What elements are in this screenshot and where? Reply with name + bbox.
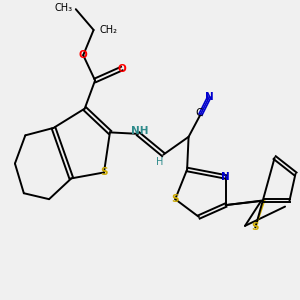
Text: N: N <box>221 172 230 182</box>
Text: N: N <box>205 92 214 102</box>
Text: H: H <box>156 157 164 167</box>
Text: S: S <box>172 194 179 204</box>
Text: CH₂: CH₂ <box>100 25 118 35</box>
Text: O: O <box>79 50 88 60</box>
Text: CH₃: CH₃ <box>55 3 73 13</box>
Text: S: S <box>100 167 108 178</box>
Text: O: O <box>117 64 126 74</box>
Text: S: S <box>252 222 259 233</box>
Text: C: C <box>195 108 203 118</box>
Text: NH: NH <box>131 126 148 136</box>
